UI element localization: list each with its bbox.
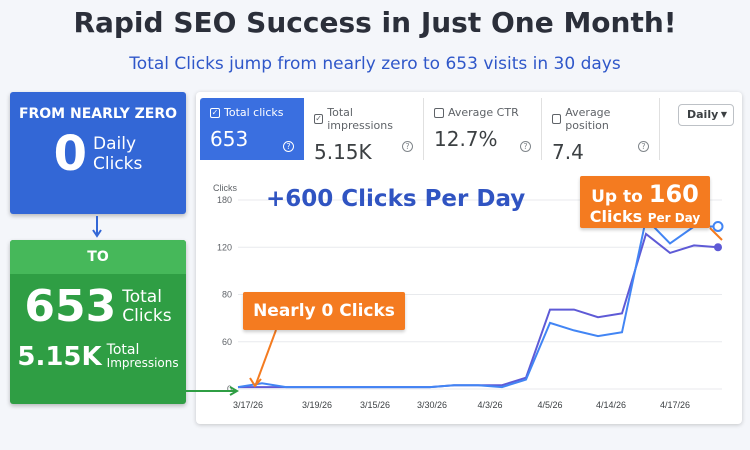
y-tick-label: 60 <box>222 337 232 347</box>
granularity-value: Daily <box>687 108 719 121</box>
peak-value: 160 <box>648 180 699 208</box>
total-clicks-label-2: Clicks <box>122 306 172 326</box>
nearly-zero-arrow <box>255 329 277 385</box>
page-subtitle: Total Clicks jump from nearly zero to 65… <box>129 54 621 74</box>
y-tick-label: 120 <box>217 242 232 252</box>
x-tick-label: 3/19/26 <box>302 400 332 410</box>
series-endpoint <box>714 243 722 252</box>
nearly-zero-callout: Nearly 0 Clicks <box>243 292 405 330</box>
total-clicks-label-1: Total <box>122 287 162 307</box>
help-icon[interactable]: ? <box>638 141 649 152</box>
x-tick-label: 4/3/26 <box>477 400 502 410</box>
arrow-down-icon <box>92 216 102 238</box>
x-tick-label: 3/15/26 <box>360 400 390 410</box>
series-endpoint <box>712 220 724 232</box>
peak-clicks-label: Clicks <box>589 207 643 226</box>
help-icon[interactable]: ? <box>283 141 294 152</box>
x-tick-label: 3/17/26 <box>233 400 263 410</box>
series-line <box>237 216 718 389</box>
x-tick-label: 4/17/26 <box>660 400 690 410</box>
y-axis-label: Clicks <box>213 183 237 193</box>
help-icon[interactable]: ? <box>520 141 531 152</box>
peak-callout: Up to 160 Clicks Per Day <box>580 176 710 228</box>
peak-prefix: Up to <box>591 187 643 207</box>
checkbox-checked-icon[interactable]: ✓ <box>210 107 220 118</box>
checkbox-icon[interactable] <box>552 114 562 124</box>
to-653-card: TO 653 Total Clicks 5.15K Total Impressi… <box>10 240 186 404</box>
granularity-select[interactable]: Daily ▼ <box>678 104 734 126</box>
to-heading: TO <box>10 240 186 274</box>
from-zero-heading: FROM NEARLY ZERO <box>18 106 178 122</box>
metric-label: Total clicks <box>224 106 284 119</box>
peak-suffix: Per Day <box>647 211 701 225</box>
metric-value: 5.15K <box>314 140 372 164</box>
x-tick-label: 4/5/26 <box>537 400 562 410</box>
y-tick-label: 180 <box>217 195 232 205</box>
metric-label: Average CTR <box>448 106 519 119</box>
y-tick-label: 80 <box>222 290 232 300</box>
x-tick-label: 3/30/26 <box>417 400 447 410</box>
page-title: Rapid SEO Success in Just One Month! <box>73 6 677 39</box>
from-zero-label-1: Daily <box>93 134 137 154</box>
help-icon[interactable]: ? <box>402 141 413 152</box>
total-impressions-label-2: Impressions <box>106 356 179 370</box>
metric-tile-average-ctr[interactable]: Average CTR 12.7% ? <box>424 98 542 160</box>
y-tick-label: 0 <box>227 384 232 394</box>
chevron-down-icon: ▼ <box>720 110 727 119</box>
metric-value: 12.7% <box>434 127 498 151</box>
metric-label: Average position <box>565 106 611 132</box>
total-clicks-value: 653 <box>24 281 117 332</box>
metric-label: Total impressions <box>327 106 393 132</box>
checkbox-icon[interactable] <box>434 107 444 118</box>
from-zero-label-2: Clicks <box>93 154 143 174</box>
metric-value: 653 <box>210 127 249 151</box>
metric-tile-average-position[interactable]: Average position 7.4 ? <box>542 98 660 164</box>
arrowhead-icon <box>249 377 262 388</box>
metric-tile-total-impressions[interactable]: ✓ Total impressions 5.15K ? <box>304 98 424 164</box>
x-tick-label: 4/14/26 <box>596 400 626 410</box>
from-zero-value: 0 <box>53 126 88 182</box>
search-console-panel: ✓ Total clicks 653 ? ✓ Total impressions 5… <box>196 92 742 424</box>
checkbox-checked-icon[interactable]: ✓ <box>314 114 324 124</box>
gain-callout: +600 Clicks Per Day <box>266 186 526 212</box>
from-zero-card: FROM NEARLY ZERO 0 Daily Clicks <box>10 92 186 214</box>
peak-arrow <box>709 227 723 241</box>
arrowhead-icon <box>229 386 240 396</box>
total-impressions-value: 5.15K <box>17 342 102 372</box>
metric-tile-total-clicks[interactable]: ✓ Total clicks 653 ? <box>200 98 304 160</box>
total-impressions-label-1: Total <box>106 342 140 358</box>
metric-value: 7.4 <box>552 140 584 164</box>
